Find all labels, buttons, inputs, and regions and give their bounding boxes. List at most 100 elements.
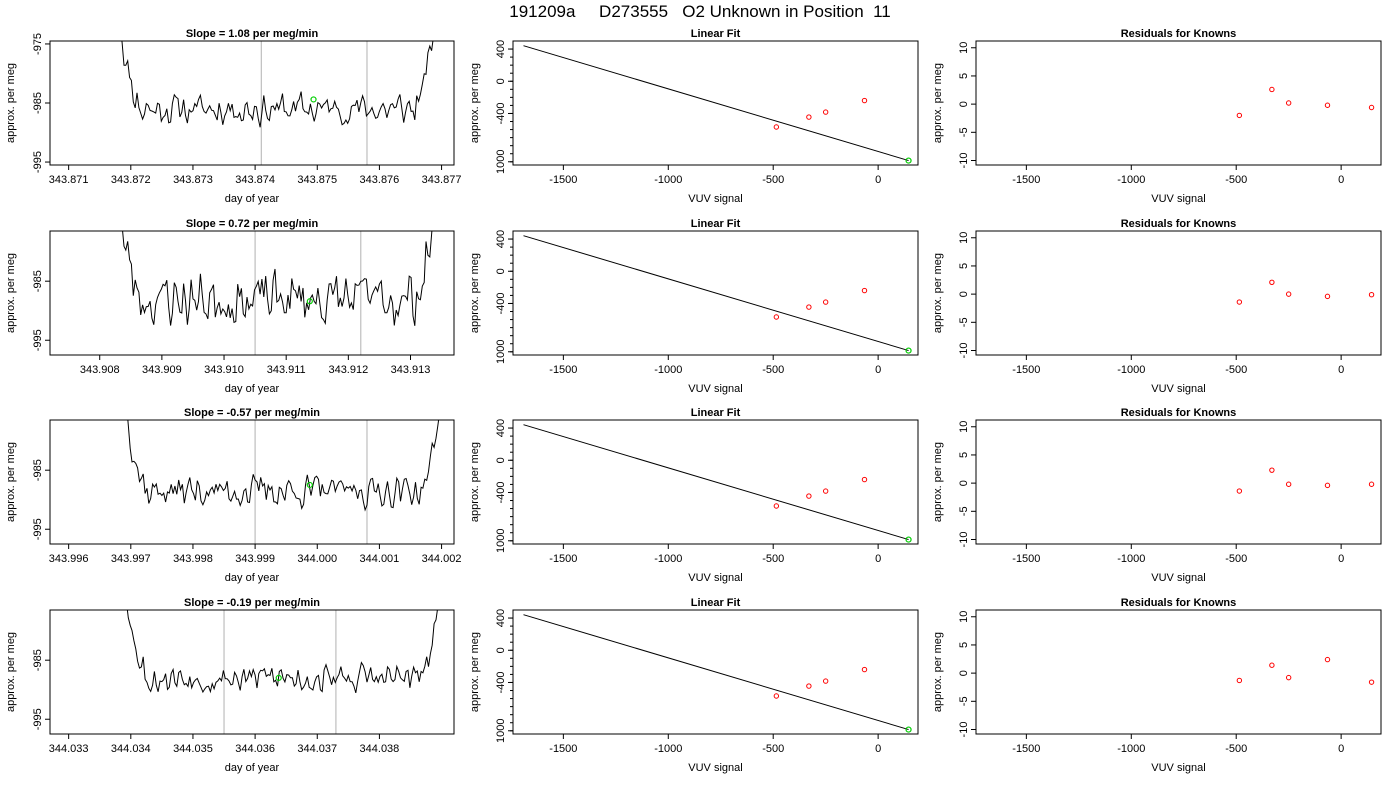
r0-residuals-y-tick-label-4: -10 bbox=[958, 153, 970, 169]
r1-time-series-x-axis-label: day of year bbox=[225, 383, 280, 395]
r3-residuals-y-tick-label-3: -5 bbox=[958, 696, 970, 706]
r3-time-series-trace bbox=[126, 610, 438, 694]
r1-linear-fit-x-tick-label-1: -1000 bbox=[654, 364, 682, 376]
r1-residuals-y-tick-label-3: -5 bbox=[958, 317, 970, 327]
r2-residuals-y-tick-label-3: -5 bbox=[958, 506, 970, 516]
r3-time-series-x-tick-label-2: 344.035 bbox=[173, 743, 213, 755]
r3-time-series-x-tick-label-4: 344.037 bbox=[297, 743, 337, 755]
r1-linear-fit-title: Linear Fit bbox=[691, 218, 741, 230]
r2-residuals-frame bbox=[975, 419, 1382, 545]
r2-linear-fit-x-tick-label-0: -1500 bbox=[549, 553, 577, 565]
r1-time-series-trace bbox=[122, 231, 433, 326]
r2-residuals-x-tick-label-1: -1000 bbox=[1117, 553, 1145, 565]
r2-linear-fit-x-tick-label-2: -500 bbox=[762, 553, 784, 565]
r1-time-series-x-tick-label-2: 343.910 bbox=[204, 364, 244, 376]
r2-linear-fit-frame bbox=[512, 419, 919, 545]
r0-residuals-x-axis-label: VUV signal bbox=[1151, 193, 1205, 205]
r0-time-series-trace bbox=[121, 41, 434, 128]
r0-linear-fit-y-tick-label-1: 0 bbox=[495, 78, 507, 84]
r1-linear-fit-x-tick-label-0: -1500 bbox=[549, 364, 577, 376]
r0-residuals-residual-point-1 bbox=[1269, 86, 1275, 93]
r2-time-series-x-tick-label-2: 343.998 bbox=[173, 553, 213, 565]
r2-linear-fit-known-point-3 bbox=[861, 476, 868, 483]
r1-time-series-x-tick-label-4: 343.912 bbox=[328, 364, 368, 376]
r1-time-series-y-tick-label-0: -985 bbox=[32, 270, 44, 292]
r1-residuals-x-tick-label-3: 0 bbox=[1338, 364, 1344, 376]
r0-linear-fit-known-point-1 bbox=[806, 114, 812, 120]
r2-residuals-x-tick-label-3: 0 bbox=[1338, 553, 1344, 565]
r3-time-series-x-tick-label-1: 344.034 bbox=[111, 743, 151, 755]
r1-residuals-residual-point-3 bbox=[1324, 293, 1331, 300]
r3-residuals-x-tick-label-0: -1500 bbox=[1012, 743, 1040, 755]
r1-residuals-residual-point-4 bbox=[1368, 291, 1375, 298]
r1-residuals-title: Residuals for Knowns bbox=[1121, 218, 1237, 230]
r1-linear-fit-y-tick-label-0: 400 bbox=[495, 230, 507, 248]
r0-residuals-x-tick-label-2: -500 bbox=[1225, 174, 1247, 186]
r1-residuals-y-tick-label-1: 5 bbox=[958, 263, 970, 269]
r3-time-series-y-tick-label-0: -985 bbox=[32, 649, 44, 671]
r0-linear-fit-title: Linear Fit bbox=[691, 28, 741, 40]
r0-time-series-y-tick-label-0: -975 bbox=[32, 33, 44, 55]
r1-linear-fit-frame bbox=[512, 230, 919, 356]
r3-linear-fit-y-tick-label-3: 1000 bbox=[495, 719, 507, 743]
r3-linear-fit-known-point-1 bbox=[806, 683, 812, 689]
r1-residuals-x-axis-label: VUV signal bbox=[1151, 383, 1205, 395]
r1-time-series-y-axis-label: approx. per meg bbox=[5, 253, 17, 333]
r2-time-series-y-tick-label-1: -995 bbox=[32, 518, 44, 540]
r0-linear-fit-x-tick-label-0: -1500 bbox=[549, 174, 577, 186]
r0-time-series-y-tick-label-2: -995 bbox=[32, 151, 44, 173]
r2-linear-fit-y-axis-label: approx. per meg bbox=[469, 442, 481, 522]
r3-linear-fit-y-axis-label: approx. per meg bbox=[469, 632, 481, 712]
r3-residuals-x-axis-label: VUV signal bbox=[1151, 762, 1205, 774]
r3-residuals-title: Residuals for Knowns bbox=[1121, 597, 1237, 609]
r3-residuals-x-tick-label-3: 0 bbox=[1338, 743, 1344, 755]
r2-residuals-x-tick-label-0: -1500 bbox=[1012, 553, 1040, 565]
r0-linear-fit-x-tick-label-2: -500 bbox=[762, 174, 784, 186]
r2-residuals-y-tick-label-2: 0 bbox=[958, 480, 970, 486]
r3-residuals-frame bbox=[975, 609, 1382, 735]
r2-residuals-y-tick-label-0: 10 bbox=[958, 421, 970, 433]
r3-time-series-x-axis-label: day of year bbox=[225, 762, 280, 774]
r3-linear-fit-x-tick-label-1: -1000 bbox=[654, 743, 682, 755]
r2-time-series-x-tick-label-4: 344.000 bbox=[297, 553, 337, 565]
r3-time-series-unknown-point bbox=[275, 674, 282, 682]
r0-residuals-y-tick-label-1: 5 bbox=[958, 73, 970, 79]
r0-time-series-x-tick-label-3: 343.874 bbox=[235, 174, 275, 186]
r0-linear-fit-unknown-point bbox=[905, 157, 912, 164]
r2-time-series-x-tick-label-3: 343.999 bbox=[235, 553, 275, 565]
r1-residuals-residual-point-1 bbox=[1269, 279, 1275, 285]
r2-time-series-x-tick-label-0: 343.996 bbox=[49, 553, 89, 565]
r0-time-series-x-tick-label-6: 343.877 bbox=[422, 174, 462, 186]
r3-linear-fit-x-tick-label-2: -500 bbox=[762, 743, 784, 755]
r2-time-series-x-tick-label-1: 343.997 bbox=[111, 553, 151, 565]
r3-residuals-x-tick-label-2: -500 bbox=[1225, 743, 1247, 755]
r2-linear-fit-y-tick-label-2: -400 bbox=[495, 481, 507, 503]
r1-residuals-x-tick-label-1: -1000 bbox=[1117, 364, 1145, 376]
r0-residuals-y-tick-label-2: 0 bbox=[958, 101, 970, 107]
r0-residuals-y-axis-label: approx. per meg bbox=[932, 63, 944, 143]
r1-time-series-x-tick-label-3: 343.911 bbox=[267, 364, 306, 376]
r1-linear-fit-y-tick-label-1: 0 bbox=[495, 268, 507, 274]
r1-residuals-x-tick-label-2: -500 bbox=[1225, 364, 1247, 376]
r0-residuals-title: Residuals for Knowns bbox=[1121, 28, 1237, 40]
r2-time-series-frame bbox=[49, 419, 455, 545]
r3-linear-fit-y-tick-label-1: 0 bbox=[495, 647, 507, 653]
r3-linear-fit-y-tick-label-0: 400 bbox=[495, 609, 507, 627]
r0-residuals-x-tick-label-3: 0 bbox=[1338, 174, 1344, 186]
r0-time-series-x-tick-label-0: 343.871 bbox=[49, 174, 89, 186]
r2-linear-fit-y-tick-label-0: 400 bbox=[495, 419, 507, 437]
r3-linear-fit-title: Linear Fit bbox=[691, 597, 741, 609]
r2-linear-fit-known-point-1 bbox=[806, 493, 812, 499]
r3-linear-fit-unknown-point bbox=[905, 726, 912, 733]
r1-residuals-y-tick-label-2: 0 bbox=[958, 291, 970, 297]
r2-time-series-unknown-point bbox=[306, 481, 313, 489]
r3-time-series-x-tick-label-5: 344.038 bbox=[360, 743, 400, 755]
r1-linear-fit-fit-line bbox=[523, 235, 909, 352]
r0-linear-fit-y-tick-label-0: 400 bbox=[495, 40, 507, 58]
r1-residuals-x-tick-label-0: -1500 bbox=[1012, 364, 1040, 376]
r0-linear-fit-y-tick-label-2: -400 bbox=[495, 102, 507, 124]
r2-linear-fit-y-tick-label-3: 1000 bbox=[495, 529, 507, 553]
r3-linear-fit-fit-line bbox=[523, 614, 909, 731]
r0-residuals-y-tick-label-0: 10 bbox=[958, 42, 970, 54]
